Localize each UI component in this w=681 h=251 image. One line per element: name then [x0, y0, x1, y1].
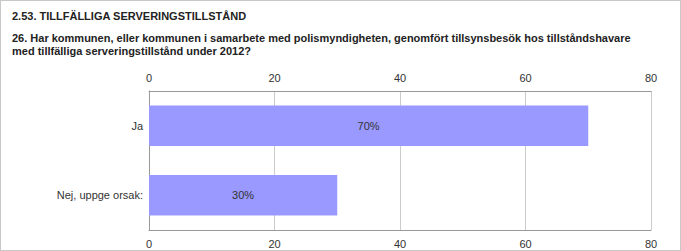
svg-text:0: 0 — [146, 238, 152, 250]
svg-text:70%: 70% — [358, 120, 380, 132]
svg-text:20: 20 — [268, 72, 280, 84]
svg-text:80: 80 — [645, 238, 657, 250]
svg-text:20: 20 — [268, 238, 280, 250]
svg-text:med tillfälliga serveringstill: med tillfälliga serveringstillstånd unde… — [12, 45, 251, 57]
svg-text:40: 40 — [394, 238, 406, 250]
svg-text:26. Har kommunen, eller kommun: 26. Har kommunen, eller kommunen i samar… — [12, 32, 634, 44]
svg-text:60: 60 — [519, 72, 531, 84]
svg-text:Nej, uppge orsak:: Nej, uppge orsak: — [57, 189, 143, 201]
svg-text:60: 60 — [519, 238, 531, 250]
svg-text:Ja: Ja — [131, 120, 144, 132]
svg-text:80: 80 — [645, 72, 657, 84]
svg-text:0: 0 — [146, 72, 152, 84]
svg-text:2.53. TILLFÄLLIGA SERVERINGSTI: 2.53. TILLFÄLLIGA SERVERINGSTILLSTÅND — [12, 10, 246, 22]
svg-text:30%: 30% — [232, 189, 254, 201]
svg-text:40: 40 — [394, 72, 406, 84]
